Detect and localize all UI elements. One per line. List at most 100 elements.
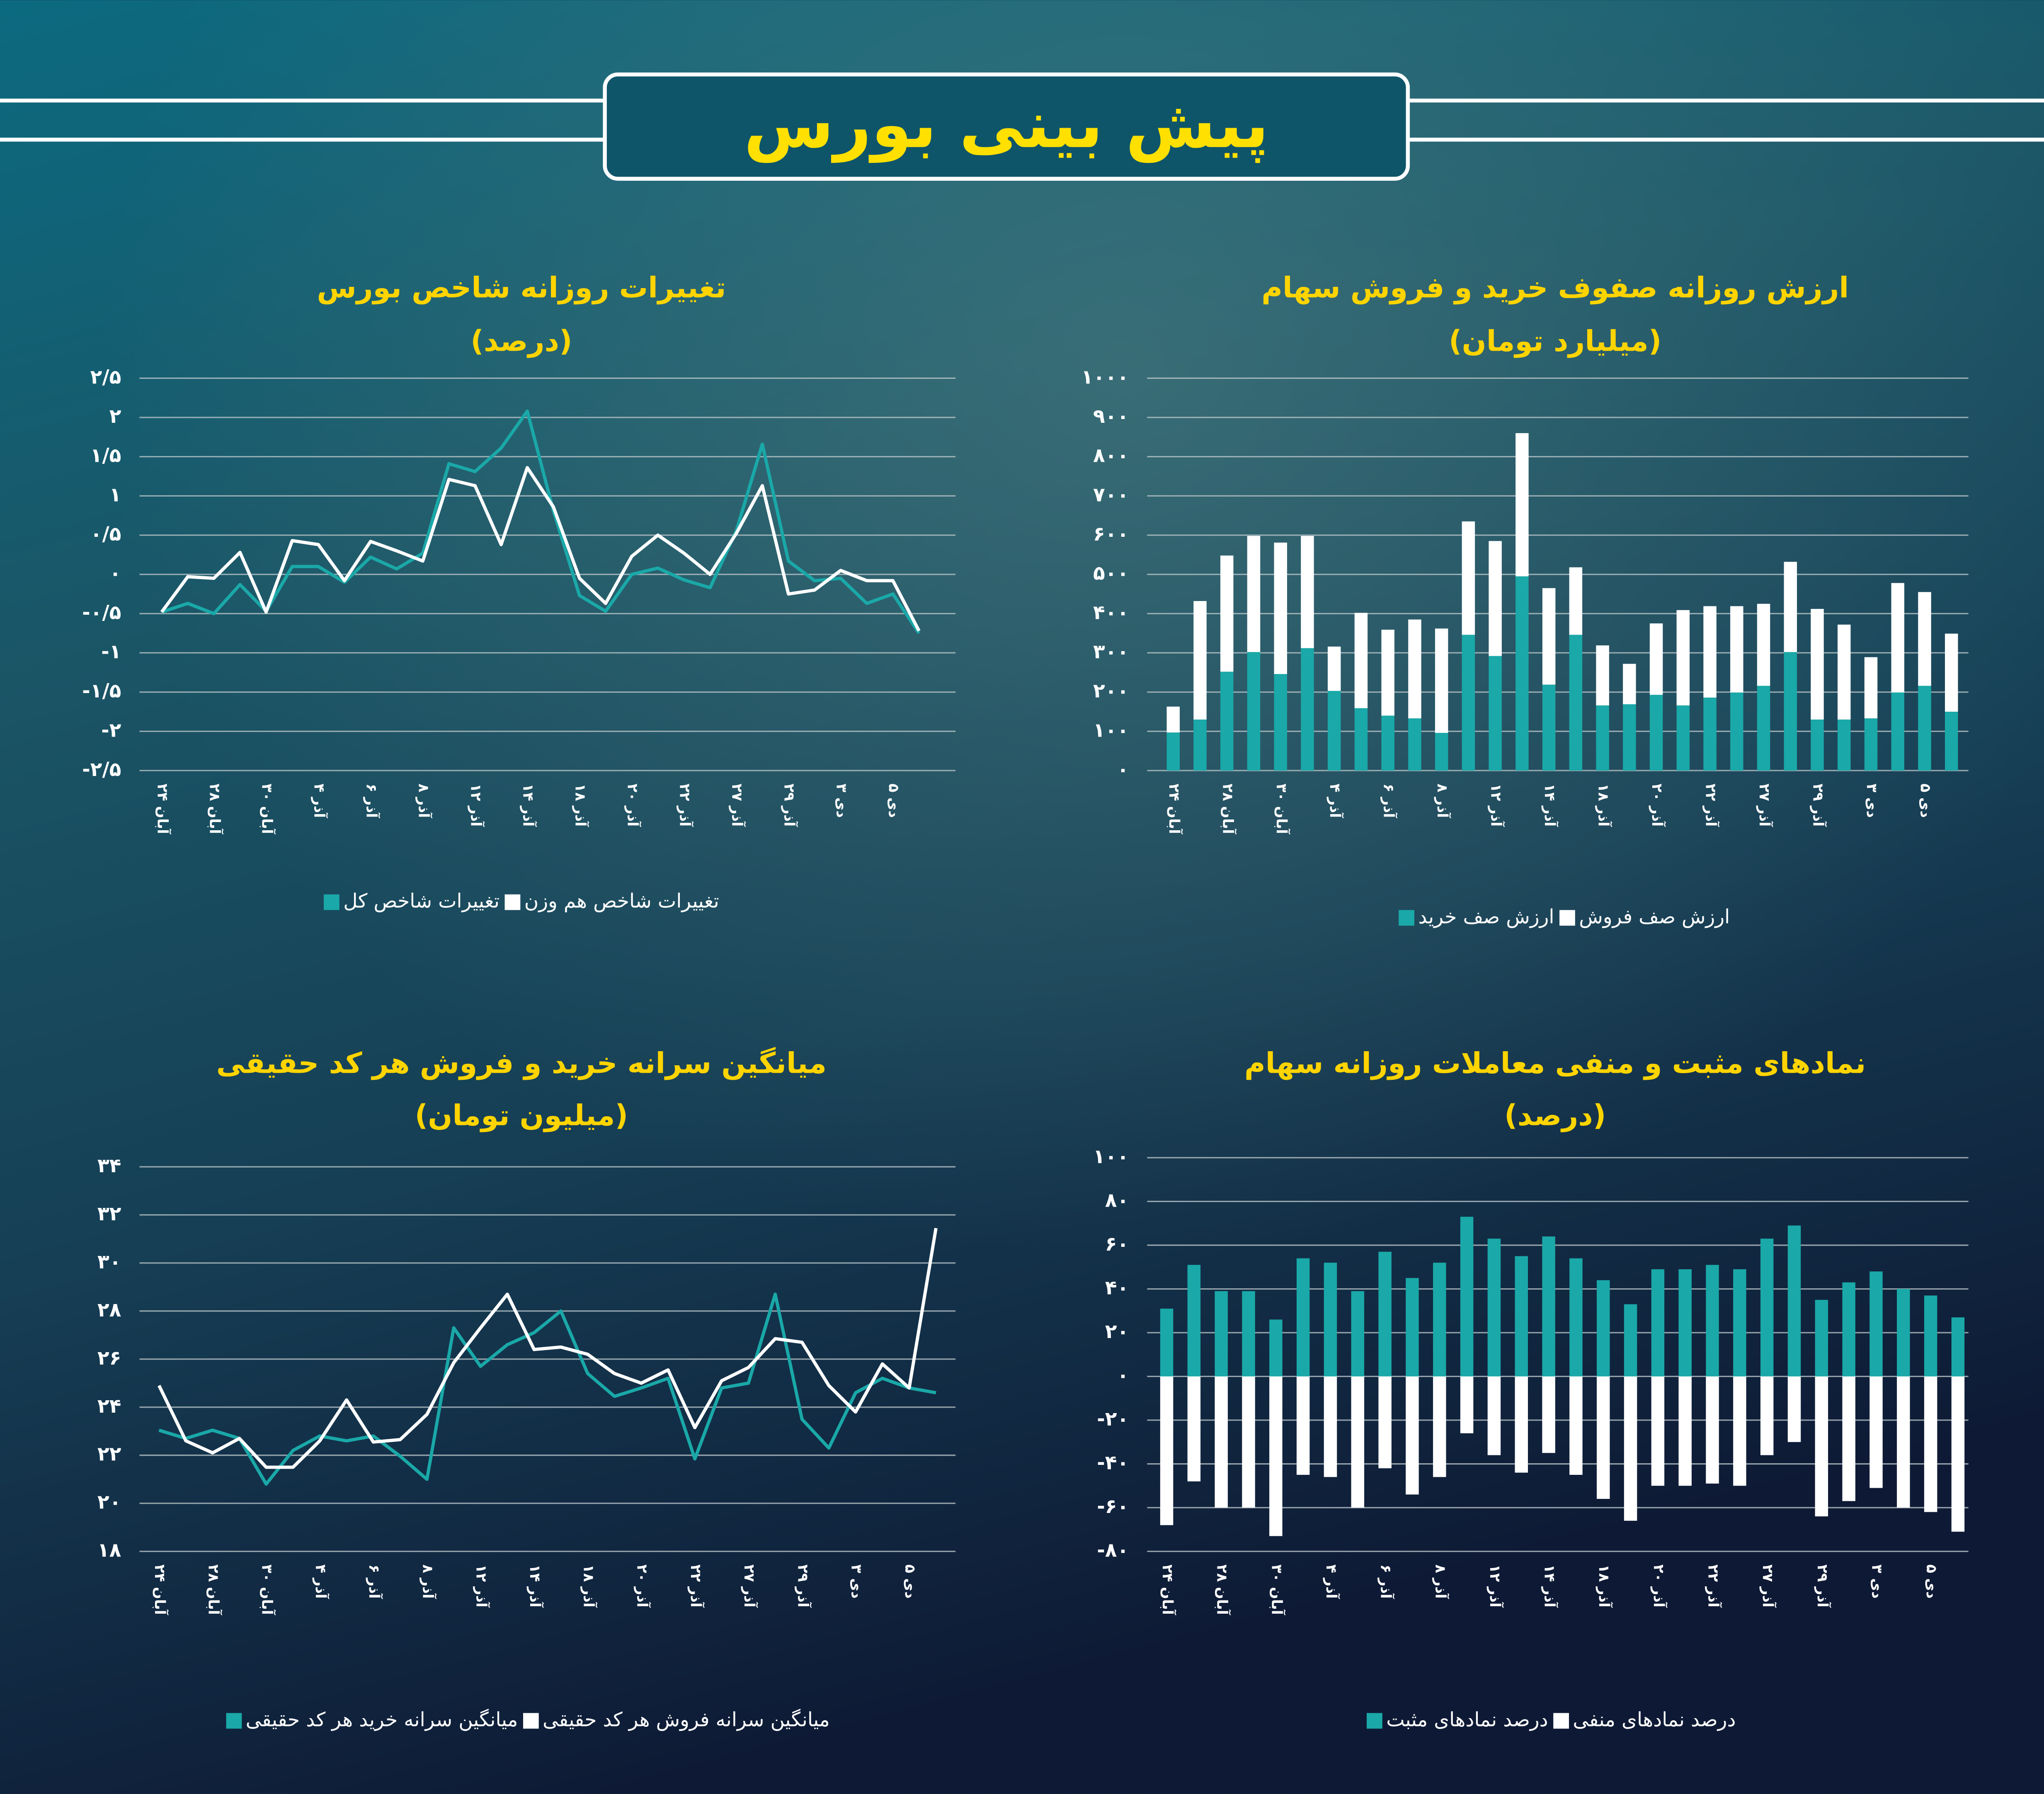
bar: [1515, 433, 1529, 577]
bar: [1160, 1309, 1174, 1377]
x-tick-label: ۲۲ آذر: [687, 1564, 705, 1608]
header-box: [603, 72, 1410, 181]
bar: [1408, 718, 1421, 771]
bar: [1242, 1291, 1255, 1377]
legend-swatch: [1553, 1713, 1569, 1729]
x-tick-label: ۲۰ آذر: [634, 1564, 652, 1608]
x-tick-label: ۲۰ آذر: [624, 783, 642, 827]
y-tick-label: ۴۰: [1105, 1277, 1129, 1299]
bar: [1651, 1376, 1665, 1486]
bar: [1542, 1376, 1555, 1453]
bar: [1166, 706, 1180, 733]
x-tick-label: ۳۰ آبان: [1268, 1564, 1286, 1615]
x-tick-label: ۶ آذر: [366, 1564, 383, 1599]
bar: [1760, 1239, 1774, 1377]
bar: [1187, 1265, 1201, 1377]
y-tick-label: ۳۰۰: [1093, 640, 1129, 663]
bar: [1864, 718, 1878, 771]
legend-label: میانگین سرانه فروش هر کد حقیقی: [543, 1708, 830, 1731]
legend-swatch: [1559, 910, 1575, 926]
bar: [1811, 609, 1824, 720]
bar: [1569, 1258, 1583, 1377]
y-tick-label: ۸۰: [1105, 1189, 1129, 1212]
legend-swatch: [523, 1713, 539, 1729]
legend-swatch: [1399, 910, 1414, 926]
bar: [1838, 719, 1851, 771]
legend-label: ارزش صف فروش: [1579, 905, 1730, 928]
bar: [1324, 1263, 1337, 1377]
y-tick-label: ۳۰: [97, 1251, 121, 1273]
line-series: [158, 1292, 936, 1486]
bar: [1649, 695, 1663, 771]
bar: [1623, 704, 1636, 771]
x-tick-label: ۱۲ آذر: [467, 783, 485, 827]
y-tick-label: ۲: [109, 405, 121, 428]
y-tick-label: -۲: [101, 719, 121, 742]
x-tick-label: ۲۹ آذر: [781, 783, 799, 827]
bar: [1624, 1376, 1637, 1521]
bar: [1730, 606, 1743, 693]
x-tick-label: ۵ دی: [902, 1564, 918, 1599]
bar: [1215, 1291, 1228, 1377]
bar: [1815, 1299, 1828, 1377]
bar: [1433, 1263, 1446, 1377]
legend-label: درصد نمادهای منفی: [1573, 1708, 1736, 1731]
x-tick-label: ۲۴ آبان: [1159, 1564, 1177, 1615]
bar: [1733, 1269, 1746, 1377]
bar: [1542, 684, 1556, 771]
x-tick-label: ۵ دی: [1917, 783, 1933, 818]
y-tick-label: ۶۰: [1105, 1233, 1129, 1256]
bar: [1274, 674, 1287, 771]
bar: [1328, 646, 1341, 691]
line-series: [160, 466, 921, 632]
y-tick-label: ۴۰۰: [1093, 601, 1129, 624]
y-tick-label: ۱: [109, 483, 121, 506]
bar: [1945, 633, 1958, 712]
x-tick-label: ۲۴ آبان: [1166, 783, 1183, 834]
legend-swatch: [226, 1713, 242, 1729]
y-tick-label: ۰/۵: [90, 523, 121, 545]
legend-swatch: [324, 894, 339, 910]
bar: [1247, 536, 1261, 652]
x-tick-label: ۲۸ آبان: [1219, 783, 1237, 834]
bar: [1487, 1239, 1501, 1377]
y-tick-label: -۱/۵: [82, 680, 121, 703]
bar: [1301, 648, 1314, 771]
bar: [1435, 733, 1448, 771]
chart-subtitle: (میلیون تومان): [415, 1099, 628, 1132]
bar: [1624, 1304, 1637, 1377]
bar: [1676, 705, 1690, 771]
bar: [1676, 610, 1690, 705]
chart-subtitle: (میلیارد تومان): [1449, 325, 1661, 358]
y-tick-label: ۲۰: [97, 1491, 121, 1514]
bar: [1460, 1376, 1474, 1433]
bar: [1296, 1258, 1310, 1377]
bar: [1193, 719, 1207, 771]
bar: [1918, 592, 1931, 686]
charts: تغییرات روزانه شاخص بورس (درصد) ۲/۵ ۲ ۱/۵ ۱ ۰/…: [82, 272, 1969, 1731]
bar: [1433, 1376, 1446, 1477]
x-tick-label: ۲۲ آذر: [676, 783, 694, 827]
bar: [1324, 1376, 1337, 1477]
chart-title: میانگین سرانه خرید و فروش هر کد حقیقی: [216, 1047, 827, 1080]
y-tick-label: ۲۲: [97, 1443, 121, 1466]
chart-title: ارزش روزانه صفوف خرید و فروش سهام: [1261, 272, 1849, 305]
bar: [1166, 732, 1180, 771]
x-tick-label: ۴ آذر: [310, 783, 328, 818]
bar: [1381, 630, 1394, 716]
y-tick-label: -۱: [101, 640, 121, 663]
legend-label: ارزش صف خرید: [1418, 905, 1554, 928]
bar: [1897, 1376, 1910, 1508]
y-tick-label: -۸۰: [1097, 1539, 1129, 1562]
bar: [1220, 672, 1234, 771]
bar: [1487, 1376, 1501, 1455]
x-tick-label: ۳ دی: [1868, 1564, 1885, 1599]
x-tick-label: ۱۸ آذر: [580, 1564, 598, 1608]
bar: [1706, 1265, 1719, 1377]
bar: [1706, 1376, 1719, 1484]
x-tick-label: ۱۸ آذر: [572, 783, 590, 827]
bar: [1160, 1376, 1174, 1525]
bar: [1784, 652, 1797, 771]
bar: [1733, 1376, 1746, 1486]
x-tick-label: ۱۸ آذر: [1595, 1564, 1613, 1608]
